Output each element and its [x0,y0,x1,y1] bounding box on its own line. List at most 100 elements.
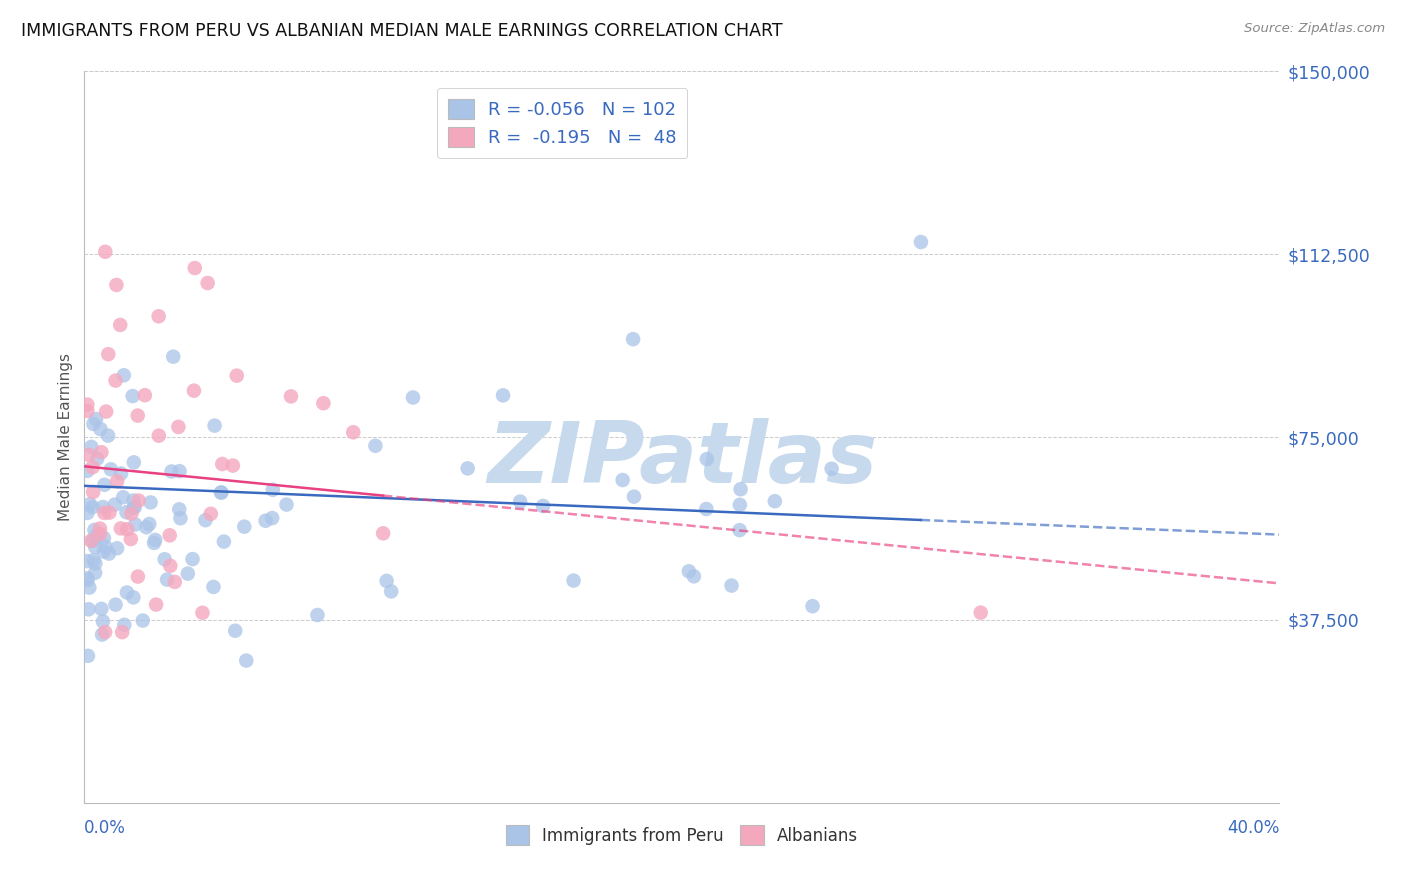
Point [105,277,128,292]
Point [93,531,115,545]
Point [612,473,634,487]
Point [183,384,205,398]
Point [77,448,100,462]
Point [457,461,479,475]
Point [728,498,751,512]
Point [122,455,145,469]
Point [93,506,115,520]
Point [90,602,112,616]
Point [134,388,156,402]
Point [720,578,742,592]
Point [76,398,98,412]
Point [86,529,108,543]
Point [262,483,284,497]
Point [90,445,112,459]
Point [312,396,335,410]
Point [93,544,115,558]
Point [94,540,117,554]
Point [76,554,98,568]
Point [162,350,184,364]
Point [375,574,398,588]
Point [79,497,101,511]
Point [89,527,111,541]
Point [122,500,145,515]
Point [224,624,246,638]
Point [184,261,207,276]
Point [105,475,128,489]
Point [127,409,149,423]
Point [76,506,98,520]
Point [97,347,120,361]
Text: Source: ZipAtlas.com: Source: ZipAtlas.com [1244,22,1385,36]
Point [127,569,149,583]
Point [159,558,181,573]
Text: IMMIGRANTS FROM PERU VS ALBANIAN MEDIAN MALE EARNINGS CORRELATION CHART: IMMIGRANTS FROM PERU VS ALBANIAN MEDIAN … [21,22,783,40]
Point [139,495,162,509]
Point [212,534,235,549]
Point [91,500,114,514]
Point [100,462,122,476]
Point [82,553,104,567]
Point [97,428,120,442]
Point [145,598,167,612]
Point [148,428,170,442]
Text: 40.0%: 40.0% [1227,820,1279,838]
Point [509,494,531,508]
Point [492,388,515,402]
Point [122,493,145,508]
Point [97,547,120,561]
Point [364,439,387,453]
Point [76,404,98,418]
Point [82,485,104,500]
Point [84,566,107,580]
Point [169,511,191,525]
Point [122,591,145,605]
Point [621,332,644,346]
Point [80,533,103,548]
Point [93,477,115,491]
Point [143,536,166,550]
Point [209,485,232,500]
Point [128,493,150,508]
Point [83,523,105,537]
Point [159,528,181,542]
Point [80,440,103,454]
Point [531,499,554,513]
Text: ZIPatlas: ZIPatlas [486,417,877,500]
Point [204,418,226,433]
Point [683,569,706,583]
Point [96,404,118,418]
Point [380,584,402,599]
Point [82,533,104,548]
Point [177,566,200,581]
Point [970,606,993,620]
Point [105,541,128,556]
Point [211,485,233,500]
Point [112,617,135,632]
Point [728,523,751,537]
Point [156,573,179,587]
Point [194,513,217,527]
Point [160,465,183,479]
Point [110,318,132,332]
Point [197,276,219,290]
Point [89,522,111,536]
Point [84,540,107,554]
Point [104,498,127,512]
Point [169,464,191,478]
Point [143,533,166,547]
Point [163,574,186,589]
Point [373,526,395,541]
Point [120,507,142,521]
Point [98,506,121,520]
Point [148,310,170,324]
Point [910,235,932,249]
Point [115,585,138,599]
Point [76,573,98,587]
Point [153,552,176,566]
Point [191,606,214,620]
Point [211,457,233,471]
Point [112,490,135,504]
Point [104,374,127,388]
Point [91,627,114,641]
